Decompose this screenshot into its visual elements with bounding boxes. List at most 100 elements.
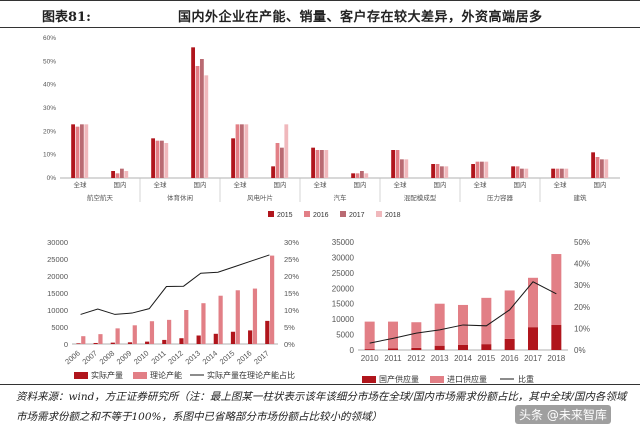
bar-domestic (481, 344, 492, 350)
x-tick-label: 2011 (384, 354, 402, 363)
subgroup-label: 全球 (474, 180, 488, 189)
bar-capacity (115, 328, 120, 344)
bar (235, 124, 240, 178)
subgroup-label: 全球 (554, 180, 568, 189)
bar (311, 147, 315, 178)
x-tick-label: 2014 (454, 354, 472, 363)
bar (111, 171, 115, 178)
x-tick-label: 2016 (501, 354, 519, 363)
bar (560, 168, 564, 178)
bar (400, 159, 404, 178)
bar (564, 168, 569, 178)
legend-swatch (376, 211, 382, 217)
x-tick-label: 2013 (183, 349, 202, 367)
bar-actual (196, 335, 201, 344)
x-tick-label: 2010 (132, 349, 151, 367)
y2-tick-label: 10% (574, 324, 590, 333)
bar (120, 168, 124, 178)
supply-stacked-chart: 0 5000 10000 15000 20000 25000 30000 35000 0% 10%… (332, 238, 590, 384)
ratio-line (80, 254, 270, 315)
subgroup-label: 国内 (434, 180, 447, 189)
bar (431, 164, 435, 178)
bar-import (551, 254, 562, 326)
bar (320, 150, 324, 178)
bar (115, 173, 120, 178)
legend-label: 2015 (277, 212, 293, 219)
bar (71, 124, 75, 178)
bar-import (481, 297, 492, 345)
bar-capacity (201, 303, 206, 344)
subgroup-label: 国内 (274, 180, 287, 189)
y2-tick-label: 20% (574, 303, 590, 312)
y2-tick-label: 10% (284, 306, 299, 315)
y-tick-label: 10% (43, 152, 56, 159)
bar (351, 173, 355, 178)
bar (600, 159, 604, 178)
legend-swatch (430, 376, 444, 383)
x-tick-label: 2008 (98, 349, 117, 367)
y-tick-label: 25000 (47, 255, 68, 264)
source-divider (0, 384, 640, 385)
bar (155, 140, 160, 178)
bar (395, 150, 400, 178)
bar-capacity (81, 336, 86, 344)
bar (200, 59, 204, 178)
bar (404, 159, 409, 178)
bar (471, 164, 475, 178)
group-label: 建筑 (574, 193, 588, 202)
y-tick-label: 0 (64, 340, 68, 349)
y-tick-label: 0% (47, 175, 57, 182)
subgroup-label: 全球 (154, 180, 168, 189)
bar (160, 140, 164, 178)
legend-label: 2017 (349, 212, 365, 219)
bar (595, 157, 600, 178)
x-tick-label: 2015 (218, 349, 237, 367)
bar-capacity (184, 310, 189, 344)
y2-tick-label: 50% (574, 238, 590, 247)
legend-label: 实际产量 (91, 370, 123, 380)
y-tick-label: 25000 (332, 269, 355, 278)
bar (191, 47, 195, 178)
watermark-logo: 头条 @未来智库 (515, 405, 611, 424)
subgroup-label: 国内 (594, 180, 607, 189)
bar (524, 168, 529, 178)
bar-capacity (98, 334, 103, 344)
x-tick-label: 2013 (431, 354, 449, 363)
bar-domestic (504, 338, 515, 350)
bar-import (411, 322, 422, 348)
bar (275, 143, 280, 178)
bar-domestic (364, 349, 375, 350)
bar (391, 150, 395, 178)
bar-domestic (388, 348, 398, 350)
bar (151, 138, 155, 178)
legend-swatch (133, 372, 147, 379)
y-tick-label: 20000 (332, 284, 355, 293)
bar (440, 166, 444, 178)
bar-actual (179, 338, 184, 344)
bar-capacity (218, 295, 223, 344)
bar-domestic (528, 327, 538, 350)
y2-tick-label: 30% (574, 281, 590, 290)
bar (284, 124, 289, 178)
bar (360, 171, 364, 178)
y-tick-label: 20000 (47, 272, 68, 281)
legend-swatch (74, 372, 88, 379)
bar (435, 164, 440, 178)
bar (324, 150, 329, 178)
bar (355, 173, 360, 178)
ratio-line (369, 281, 557, 344)
x-tick-label: 2015 (477, 354, 495, 363)
y2-tick-label: 15% (284, 289, 299, 298)
bar (271, 166, 275, 178)
group-label: 汽车 (334, 193, 348, 202)
capacity-output-chart: 0 5000 10000 15000 20000 25000 30000 0% 5% 10% 15%… (47, 238, 299, 380)
y-tick-label: 15000 (47, 289, 68, 298)
bar (604, 159, 609, 178)
y-tick-label: 40% (43, 82, 56, 89)
bar (515, 166, 520, 178)
bar-actual (110, 342, 115, 344)
x-tick-label: 2011 (150, 349, 168, 366)
x-tick-label: 2012 (166, 349, 185, 367)
bar (84, 124, 89, 178)
